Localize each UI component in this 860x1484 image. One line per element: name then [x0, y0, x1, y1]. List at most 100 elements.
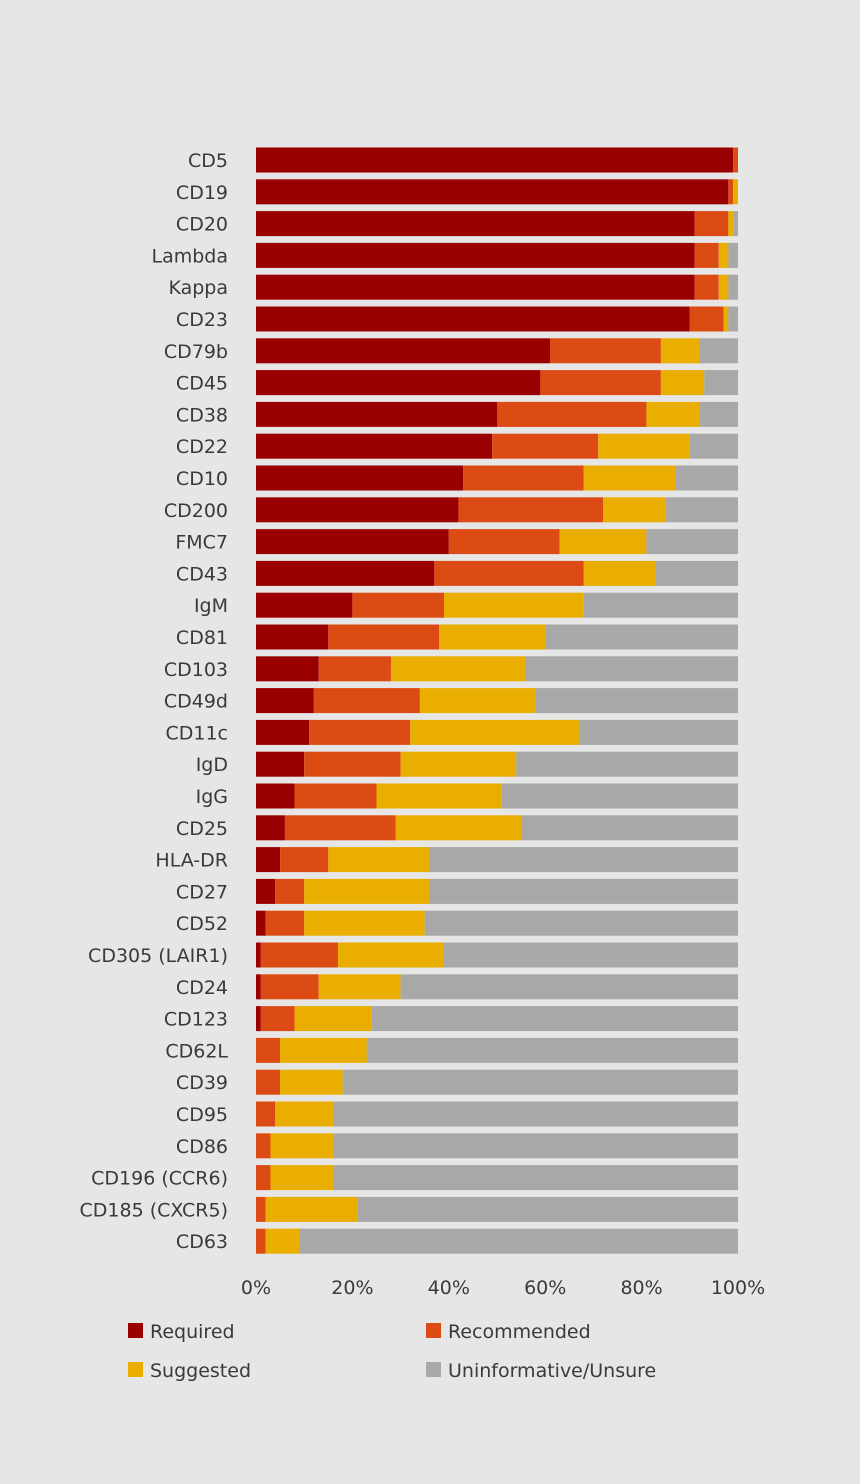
- bar-segment-suggested: [718, 242, 729, 268]
- bar-segment-uninformative-unsure: [501, 783, 738, 809]
- bar-segment-recommended: [260, 1006, 295, 1032]
- bar-segment-recommended: [275, 878, 305, 904]
- bar-segment-suggested: [265, 1196, 358, 1222]
- bar-segment-required: [256, 847, 281, 873]
- legend-swatch-suggested: [128, 1362, 143, 1377]
- category-label: CD86: [176, 1136, 228, 1158]
- category-label: FMC7: [175, 532, 228, 554]
- bar-segment-required: [256, 338, 551, 364]
- bar-segment-required: [256, 465, 464, 491]
- category-label: CD95: [176, 1104, 228, 1126]
- bar-segment-uninformative-unsure: [583, 592, 738, 618]
- bar-segment-uninformative-unsure: [699, 401, 738, 427]
- bar-segment-required: [256, 592, 353, 618]
- bar-segment-recommended: [256, 1069, 281, 1095]
- bar-segment-recommended: [313, 688, 420, 714]
- bar-segment-suggested: [443, 592, 584, 618]
- bar-segment-suggested: [723, 306, 729, 332]
- x-tick-label: 20%: [331, 1277, 373, 1299]
- bar-segment-recommended: [689, 306, 724, 332]
- category-label: CD22: [176, 436, 228, 458]
- bar-segment-required: [256, 274, 695, 300]
- category-label: CD20: [176, 214, 228, 236]
- bar-segment-uninformative-unsure: [342, 1069, 738, 1095]
- category-label: Lambda: [151, 245, 228, 267]
- bar-segment-uninformative-unsure: [429, 847, 738, 873]
- bar-segment-suggested: [439, 624, 546, 650]
- bar-segment-required: [256, 1006, 261, 1032]
- bar-segment-required: [256, 783, 295, 809]
- bar-segment-recommended: [352, 592, 444, 618]
- bar-segment-suggested: [304, 910, 425, 936]
- category-label: CD19: [176, 182, 228, 204]
- category-label: CD185 (CXCR5): [80, 1199, 228, 1221]
- bar-segment-uninformative-unsure: [424, 910, 738, 936]
- bar-segment-suggested: [419, 688, 536, 714]
- category-label: CD25: [176, 818, 228, 840]
- category-label: CD11c: [165, 722, 228, 744]
- bar-segment-recommended: [328, 624, 440, 650]
- bar-segment-recommended: [294, 783, 377, 809]
- bar-segment-suggested: [583, 465, 676, 491]
- category-label: CD103: [164, 659, 228, 681]
- bar-segment-recommended: [497, 401, 647, 427]
- bar-segment-recommended: [284, 815, 396, 841]
- legend-label-recommended: Recommended: [448, 1321, 591, 1343]
- bar-segment-suggested: [646, 401, 700, 427]
- bar-segment-recommended: [694, 242, 719, 268]
- legend-swatch-required: [128, 1323, 143, 1338]
- bar-segment-required: [256, 401, 497, 427]
- bar-segment-uninformative-unsure: [646, 529, 738, 555]
- bar-segment-uninformative-unsure: [516, 751, 738, 777]
- bar-segment-uninformative-unsure: [689, 433, 738, 459]
- category-label: CD5: [188, 150, 228, 172]
- bars-layer: [256, 147, 738, 1254]
- bar-segment-suggested: [728, 211, 734, 237]
- category-label: IgG: [196, 786, 228, 808]
- bar-segment-recommended: [434, 560, 584, 586]
- bar-segment-recommended: [550, 338, 661, 364]
- bar-segment-required: [256, 656, 319, 682]
- bar-segment-recommended: [728, 179, 734, 205]
- bar-segment-recommended: [458, 497, 604, 523]
- bar-segment-recommended: [694, 274, 719, 300]
- bar-segment-suggested: [280, 1069, 343, 1095]
- bar-segment-uninformative-unsure: [366, 1037, 738, 1063]
- bar-segment-recommended: [256, 1037, 281, 1063]
- bar-segment-suggested: [395, 815, 522, 841]
- legend: Required Recommended Suggested Uninformativ…: [128, 1321, 656, 1382]
- category-labels: CD5 CD19 CD20 Lambda Kappa CD23 CD79b CD45 CD38 C…: [80, 150, 229, 1253]
- legend-swatch-recommended: [426, 1323, 441, 1338]
- bar-segment-required: [256, 306, 690, 332]
- bar-segment-recommended: [265, 910, 305, 936]
- legend-swatch-uninformative-unsure: [426, 1362, 441, 1377]
- bar-segment-recommended: [733, 147, 738, 173]
- bar-segment-uninformative-unsure: [535, 688, 738, 714]
- bar-segment-uninformative-unsure: [665, 497, 738, 523]
- bar-segment-suggested: [733, 179, 738, 205]
- bar-segment-required: [256, 179, 729, 205]
- bar-segment-required: [256, 433, 493, 459]
- x-tick-label: 80%: [620, 1277, 662, 1299]
- category-label: CD45: [176, 373, 228, 395]
- bar-segment-recommended: [309, 719, 411, 745]
- bar-segment-recommended: [256, 1165, 271, 1191]
- bar-segment-uninformative-unsure: [333, 1133, 738, 1159]
- bar-segment-suggested: [598, 433, 690, 459]
- bar-segment-uninformative-unsure: [728, 306, 738, 332]
- bar-segment-recommended: [318, 656, 391, 682]
- bar-segment-suggested: [583, 560, 657, 586]
- bar-segment-required: [256, 910, 266, 936]
- bar-segment-suggested: [337, 942, 444, 968]
- bar-segment-recommended: [540, 370, 661, 396]
- bar-segment-recommended: [256, 1133, 271, 1159]
- category-label: IgD: [196, 754, 228, 776]
- bar-segment-uninformative-unsure: [443, 942, 738, 968]
- bar-segment-required: [256, 211, 695, 237]
- category-label: CD81: [176, 627, 228, 649]
- x-tick-label: 40%: [428, 1277, 470, 1299]
- bar-segment-uninformative-unsure: [699, 338, 738, 364]
- bar-segment-required: [256, 878, 276, 904]
- bar-segment-uninformative-unsure: [675, 465, 738, 491]
- category-label: CD10: [176, 468, 228, 490]
